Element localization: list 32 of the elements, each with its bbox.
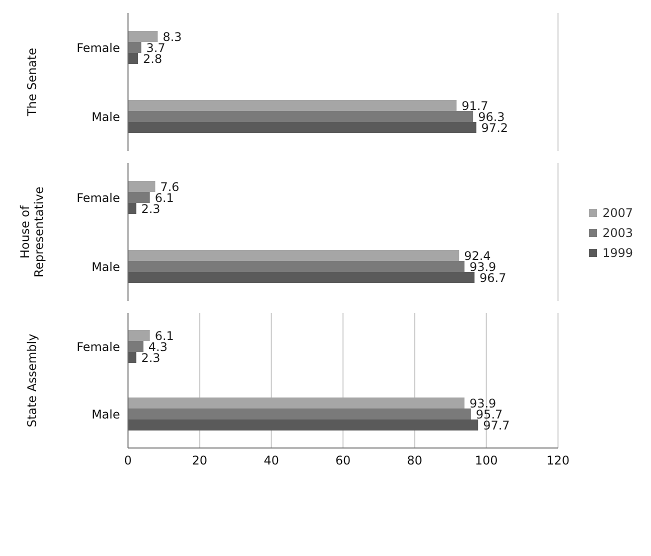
data-label: 8.3 bbox=[162, 30, 182, 44]
x-tick-label: 120 bbox=[546, 454, 570, 468]
y-tick-label: Male bbox=[92, 110, 120, 124]
x-tick-label: 0 bbox=[124, 454, 132, 468]
y-tick-label: Male bbox=[92, 260, 120, 274]
legend-label: 2007 bbox=[602, 206, 633, 220]
x-tick-label: 40 bbox=[264, 454, 279, 468]
x-tick-label: 20 bbox=[192, 454, 208, 468]
legend-label: 2003 bbox=[602, 226, 633, 240]
y-axis-title: State Assembly bbox=[25, 334, 39, 428]
bar bbox=[128, 341, 144, 352]
y-tick-label: Female bbox=[76, 190, 120, 205]
y-axis-title: House of Representative bbox=[18, 186, 46, 278]
bar bbox=[128, 330, 150, 341]
bar bbox=[128, 398, 464, 408]
y-axis-title: The Senate bbox=[25, 48, 39, 118]
bar bbox=[128, 408, 471, 420]
bar bbox=[128, 31, 158, 42]
x-tick-label: 100 bbox=[474, 454, 498, 468]
x-tick-label: 80 bbox=[407, 454, 422, 468]
x-tick-label: 60 bbox=[335, 454, 351, 468]
bar bbox=[128, 181, 156, 192]
y-tick-label: Female bbox=[76, 340, 120, 354]
bar bbox=[128, 192, 150, 203]
bar bbox=[128, 100, 457, 111]
bar bbox=[128, 250, 460, 261]
bar bbox=[128, 261, 464, 272]
y-tick-label: Female bbox=[76, 40, 120, 55]
bar bbox=[128, 42, 142, 53]
bar bbox=[128, 111, 474, 122]
legend-label: 1999 bbox=[602, 246, 633, 260]
y-tick-label: Male bbox=[92, 408, 120, 422]
